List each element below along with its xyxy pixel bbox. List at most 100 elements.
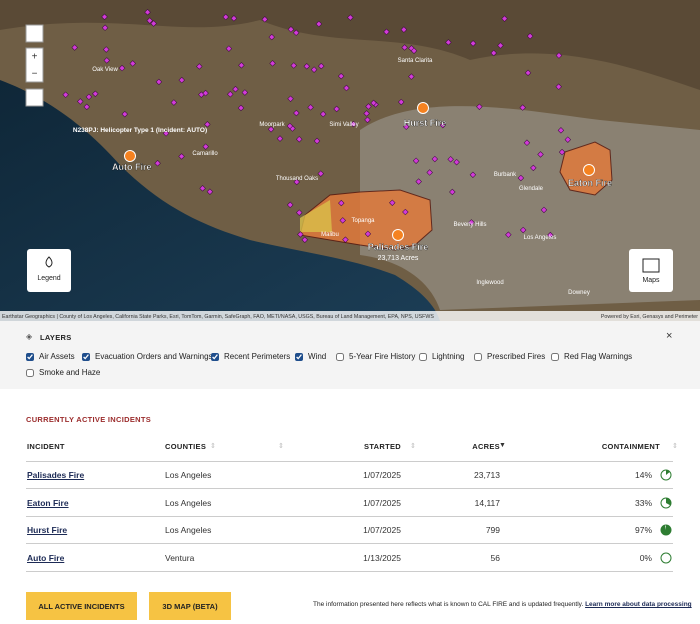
header-rule — [26, 461, 673, 462]
evacuation-marker — [445, 39, 452, 46]
close-button[interactable]: × — [666, 330, 673, 342]
home-button[interactable] — [25, 24, 44, 43]
footer-link[interactable]: Learn more about data processing — [585, 601, 692, 608]
layer-checkbox[interactable] — [295, 352, 303, 361]
row-rule — [26, 570, 673, 572]
column-header[interactable]: STARTED — [364, 442, 401, 451]
containment-wedge — [666, 497, 671, 505]
evacuation-marker — [408, 73, 415, 80]
map[interactable]: + − Santa Clarita Simi Valley Moorpark Cama… — [0, 0, 700, 321]
county: Los Angeles — [165, 470, 212, 480]
evacuation-marker — [290, 62, 297, 69]
incident-link[interactable]: Eaton Fire — [27, 497, 69, 508]
evacuation-marker — [315, 20, 323, 28]
legend-button[interactable] — [27, 249, 71, 292]
layer-label: Wind — [308, 352, 327, 361]
layer-toggle[interactable]: 5-Year Fire History — [336, 352, 415, 361]
layer-toggle[interactable]: Recent Perimeters — [211, 352, 290, 361]
layer-label: Recent Perimeters — [224, 352, 291, 361]
containment-icon — [660, 552, 672, 563]
section-heading: CURRENTLY ACTIVE INCIDENTS — [26, 415, 152, 424]
zoom-buttons[interactable] — [25, 47, 44, 83]
place-label: Malibu — [321, 232, 339, 238]
containment-wedge — [661, 525, 671, 535]
layer-checkbox[interactable] — [26, 352, 34, 361]
evacuation-marker — [342, 236, 349, 243]
fire-label: Palisades Fire — [368, 242, 429, 252]
layer-toggle[interactable]: Evacuation Orders and Warnings — [82, 352, 213, 361]
evacuation-marker — [519, 226, 527, 234]
maps-button[interactable] — [629, 249, 673, 292]
evacuation-marker — [431, 155, 439, 163]
column-header[interactable]: ACRES — [472, 442, 500, 451]
place-label: Downey — [568, 290, 590, 296]
evacuation-marker — [293, 109, 300, 117]
column-header[interactable]: COUNTIES — [165, 442, 207, 451]
evacuation-marker — [400, 26, 408, 33]
place-label: Beverly Hills — [453, 222, 486, 228]
evacuation-marker — [469, 40, 477, 47]
evacuation-marker — [287, 201, 294, 209]
evacuation-marker — [293, 29, 300, 36]
fire-icon — [583, 164, 595, 176]
layer-toggle[interactable]: Prescribed Fires — [474, 352, 545, 361]
place-label: Simi Valley — [329, 122, 358, 128]
containment: 14% — [634, 470, 652, 480]
county: Los Angeles — [165, 525, 212, 535]
evacuation-marker — [297, 231, 304, 238]
legend-icon — [45, 256, 53, 268]
place-label: Moorpark — [259, 122, 285, 128]
evacuation-marker — [501, 15, 508, 22]
layer-checkbox[interactable] — [26, 368, 34, 377]
containment-icon — [660, 469, 672, 481]
evacuation-marker — [118, 64, 126, 72]
layer-checkbox[interactable] — [82, 352, 90, 361]
evacuation-marker — [103, 57, 110, 64]
started: 1/07/2025 — [363, 470, 401, 480]
containment-icon — [660, 524, 672, 536]
started: 1/13/2025 — [363, 552, 401, 563]
incident-link[interactable]: Palisades Fire — [27, 470, 85, 480]
layer-checkbox[interactable] — [551, 352, 559, 361]
layer-toggle[interactable]: Red Flag Warnings — [551, 352, 632, 361]
row-rule — [26, 543, 673, 544]
fullscreen-button[interactable] — [25, 88, 44, 107]
place-label: Los Angeles — [524, 235, 557, 241]
evacuation-marker — [449, 188, 456, 196]
footer-text: The information presented here reflects … — [313, 601, 584, 608]
evacuation-marker — [178, 153, 185, 160]
evacuation-marker — [296, 136, 303, 143]
layer-checkbox[interactable] — [419, 352, 427, 361]
column-header[interactable]: INCIDENT — [27, 442, 65, 451]
layer-checkbox[interactable] — [336, 352, 344, 361]
evacuation-marker — [398, 98, 405, 106]
footer-note: The information presented here reflects … — [313, 601, 692, 608]
evacuation-marker — [287, 26, 295, 33]
sort-icon: ⇕ — [410, 443, 416, 450]
action-button[interactable]: ALL ACTIVE INCIDENTS — [26, 592, 137, 620]
place-label: Thousand Oaks — [276, 176, 318, 182]
layer-toggle[interactable]: Smoke and Haze — [26, 368, 100, 377]
incident-link[interactable]: Hurst Fire — [27, 525, 68, 535]
evacuation-marker — [365, 103, 372, 110]
containment-ring — [660, 552, 672, 563]
layer-label: Smoke and Haze — [39, 368, 101, 377]
layer-toggle[interactable]: Air Assets — [26, 352, 75, 361]
column-header[interactable]: CONTAINMENT — [601, 442, 660, 451]
evacuation-marker — [558, 148, 566, 156]
incident-link[interactable]: Auto Fire — [27, 552, 65, 563]
place-label: Oak View — [92, 67, 118, 73]
evacuation-marker — [101, 13, 108, 21]
layer-toggle[interactable]: Lightning — [419, 352, 464, 361]
layer-checkbox[interactable] — [474, 352, 482, 361]
evacuation-marker — [412, 157, 420, 164]
layer-checkbox[interactable] — [211, 352, 219, 361]
evacuation-marker — [447, 156, 454, 163]
acres: 14,117 — [474, 497, 500, 508]
layer-toggle[interactable]: Wind — [295, 352, 326, 361]
sort-icon: ⇕ — [210, 443, 216, 450]
action-button[interactable]: 3D MAP (BETA) — [149, 592, 231, 620]
place-label: Glendale — [519, 186, 544, 192]
fire-icon — [392, 229, 404, 241]
evacuation-marker — [261, 16, 269, 23]
